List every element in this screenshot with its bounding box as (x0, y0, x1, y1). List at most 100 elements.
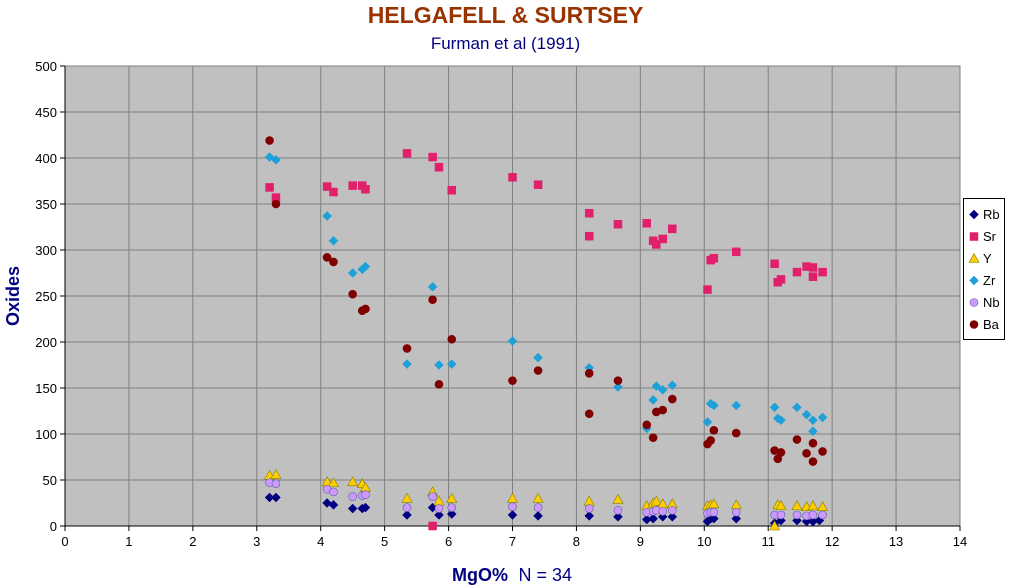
zr-point (657, 384, 668, 395)
legend-marker-nb (969, 298, 979, 307)
y-point (347, 476, 359, 487)
x-tick-label: 3 (253, 534, 260, 549)
y-axis-label: Oxides (3, 266, 23, 326)
x-tick-label: 14 (953, 534, 967, 549)
nb-point (447, 503, 457, 512)
nb-point (818, 510, 827, 520)
data-points (264, 136, 829, 531)
sr-point (652, 240, 661, 249)
zr-point (801, 409, 812, 420)
ba-point (447, 334, 457, 344)
zr-point (969, 275, 979, 286)
nb-point (271, 479, 281, 488)
sr-point (709, 254, 719, 263)
ba-point (658, 405, 668, 415)
nb-point (348, 492, 357, 501)
ba-point (584, 368, 594, 378)
x-tick-label: 13 (889, 534, 903, 549)
nb-point (361, 490, 370, 500)
y-tick-label: 50 (43, 473, 57, 488)
nb-point (533, 503, 543, 512)
nb-point (508, 502, 517, 511)
rb-point (264, 492, 275, 503)
legend-marker-y (968, 252, 980, 263)
zr-point (808, 426, 818, 437)
ba-point (802, 449, 811, 458)
sr-point (808, 263, 818, 272)
legend-marker-rb (969, 209, 979, 220)
ba-point (584, 409, 594, 419)
ba-point (731, 428, 741, 438)
y-tick-label: 250 (35, 289, 57, 304)
nb-point (668, 506, 677, 515)
zr-point (702, 417, 713, 427)
rb-point (328, 499, 339, 510)
x-axis-label: MgO% (452, 565, 508, 585)
nb-point (613, 506, 623, 515)
zr-point (651, 381, 662, 392)
sr-point (658, 234, 667, 244)
sr-point (584, 231, 594, 241)
rb-point (507, 510, 518, 520)
nb-point (969, 298, 979, 307)
sr-point (969, 232, 979, 241)
rb-point (584, 511, 595, 521)
zr-series (264, 152, 828, 437)
rb-point (533, 511, 543, 521)
rb-point (360, 502, 371, 513)
legend-label: Zr (983, 272, 996, 288)
nb-point (792, 510, 802, 520)
nb-series (265, 478, 827, 521)
y-point (270, 468, 282, 479)
ba-point (613, 376, 623, 385)
y-point (532, 492, 544, 503)
y-point (612, 493, 624, 504)
rb-point (402, 510, 412, 520)
gridlines (65, 66, 960, 526)
nb-point (402, 503, 412, 512)
zr-point (322, 211, 332, 221)
axes (60, 65, 961, 531)
sr-point (792, 267, 802, 277)
zr-point (769, 402, 780, 413)
y-point (769, 520, 781, 531)
ba-point (969, 320, 979, 329)
nb-point (808, 510, 818, 520)
sr-point (732, 247, 741, 257)
y-point (807, 500, 819, 511)
zr-point (402, 359, 412, 369)
y-point (650, 495, 662, 506)
y-tick-label: 350 (35, 197, 57, 212)
x-axis-label-group: MgO% N = 34 (452, 565, 572, 585)
sr-point (668, 224, 677, 234)
zr-point (792, 402, 802, 413)
y-point (446, 492, 458, 503)
legend-item-y: Y (968, 249, 992, 267)
y-point (775, 500, 787, 511)
sr-point (434, 162, 444, 172)
y-tick-label: 500 (35, 59, 57, 74)
chart-subtitle: Furman et al (1991) (430, 34, 581, 53)
ba-point (533, 366, 543, 375)
zr-point (648, 395, 658, 405)
nb-point (709, 507, 719, 517)
x-tick-label: 9 (637, 534, 644, 549)
sr-point (428, 521, 437, 531)
x-tick-label: 11 (761, 534, 775, 549)
sr-point (361, 185, 370, 194)
nb-point (776, 510, 786, 520)
sr-point (703, 285, 712, 294)
ba-point (428, 295, 437, 304)
y-tick-label: 400 (35, 151, 57, 166)
nb-point (731, 507, 741, 517)
ba-point (271, 199, 281, 209)
rb-point (969, 209, 979, 220)
rb-point (347, 503, 358, 514)
x-tick-label: 4 (317, 534, 324, 549)
zr-point (427, 281, 438, 292)
y-tick-label: 0 (50, 519, 57, 534)
nb-point (584, 504, 594, 513)
nb-point (658, 506, 668, 516)
zr-point (817, 412, 828, 423)
